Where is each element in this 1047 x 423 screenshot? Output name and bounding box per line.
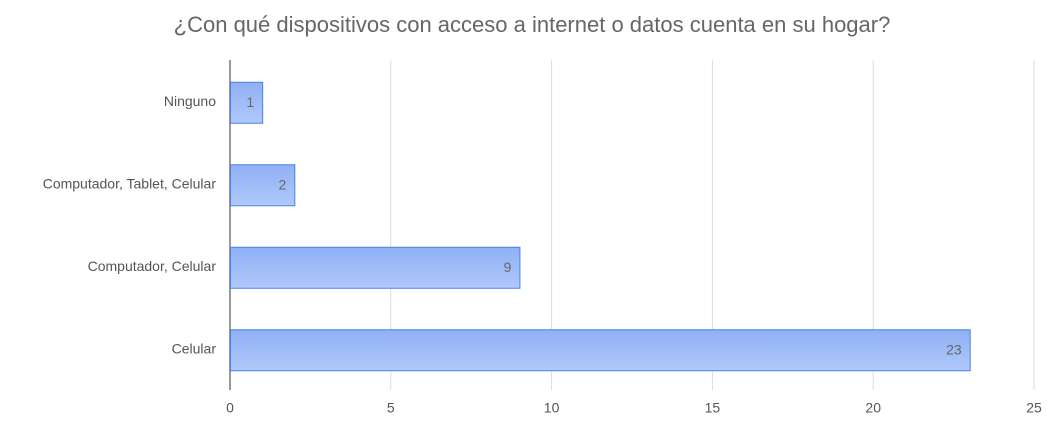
data-label: 23 [946, 341, 962, 357]
y-tick-label: Ninguno [164, 93, 216, 109]
x-tick-label: 25 [1026, 400, 1042, 416]
data-label: 2 [279, 176, 287, 192]
chart-title: ¿Con qué dispositivos con acceso a inter… [174, 12, 891, 37]
y-tick-label: Computador, Tablet, Celular [43, 175, 217, 191]
y-tick-label: Computador, Celular [88, 258, 217, 274]
x-tick-label: 15 [705, 400, 721, 416]
bar [230, 246, 521, 289]
bar [230, 164, 296, 207]
data-label: 9 [504, 259, 512, 275]
y-tick-label: Celular [172, 340, 217, 356]
data-label: 1 [246, 94, 254, 110]
x-tick-label: 10 [544, 400, 560, 416]
x-tick-label: 5 [387, 400, 395, 416]
x-tick-label: 0 [226, 400, 234, 416]
bar [230, 329, 971, 372]
bar [230, 81, 264, 124]
x-tick-label: 20 [865, 400, 881, 416]
